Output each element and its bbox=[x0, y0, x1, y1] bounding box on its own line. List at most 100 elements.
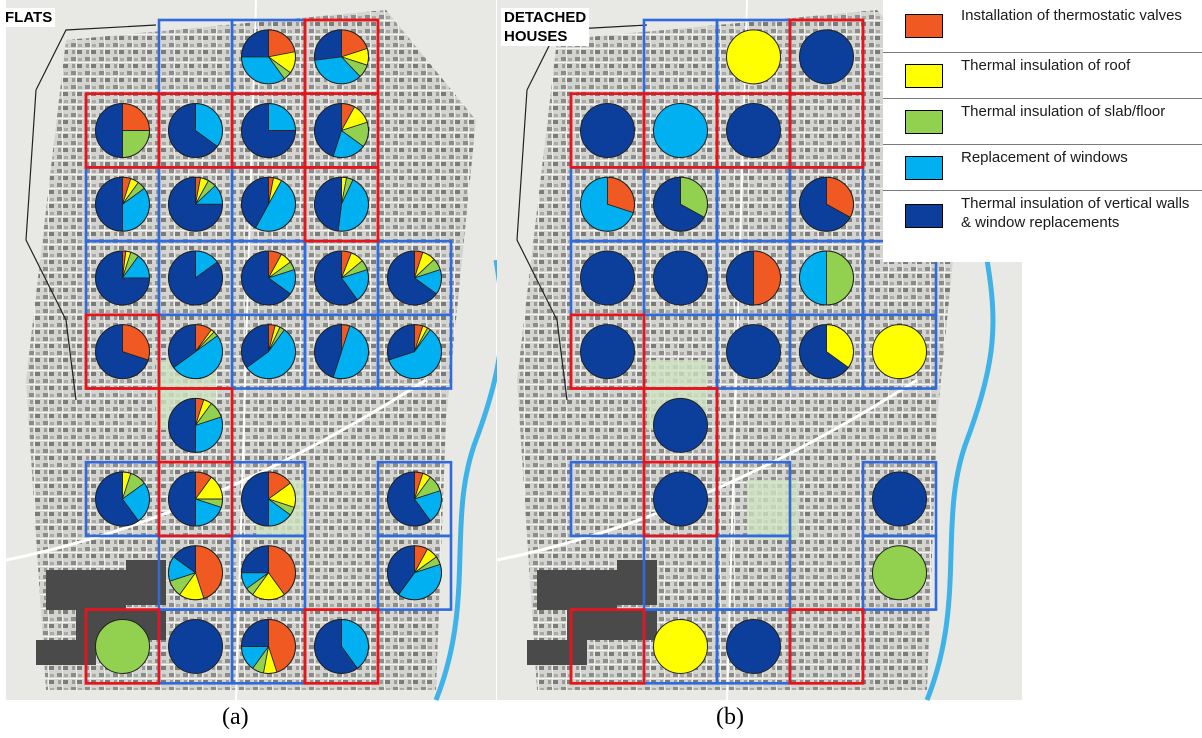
pie-outline bbox=[387, 471, 442, 527]
grid-cell-blue bbox=[861, 313, 938, 390]
pie-chart-flats bbox=[168, 176, 223, 232]
pie-slice-walls bbox=[799, 29, 854, 85]
pie-chart-flats bbox=[387, 471, 442, 527]
pie-chart-flats bbox=[241, 324, 296, 380]
pie-outline bbox=[241, 324, 296, 380]
pie-chart-flats bbox=[314, 618, 369, 674]
industrial-block bbox=[537, 570, 617, 610]
pie-outline bbox=[95, 324, 150, 380]
pie-chart-flats bbox=[168, 545, 223, 601]
legend-swatch bbox=[905, 14, 943, 38]
pie-outline bbox=[241, 618, 296, 674]
pie-chart-flats bbox=[387, 250, 442, 306]
grid-cell-blue bbox=[861, 534, 938, 611]
pie-chart-flats bbox=[95, 176, 150, 232]
pie-outline bbox=[241, 545, 296, 601]
pie-outline bbox=[799, 250, 854, 306]
legend-item-slab-floor: Thermal insulation of slab/floor bbox=[883, 98, 1202, 145]
pie-chart-flats bbox=[168, 250, 223, 306]
pie-slice-walls bbox=[726, 324, 781, 380]
pie-chart-houses bbox=[653, 176, 708, 232]
pie-chart-flats bbox=[168, 397, 223, 453]
pie-outline bbox=[95, 176, 150, 232]
pie-outline bbox=[314, 103, 369, 159]
pie-chart-houses bbox=[580, 176, 635, 232]
pie-outline bbox=[314, 29, 369, 85]
pie-chart-houses bbox=[872, 324, 927, 380]
pie-outline bbox=[314, 324, 369, 380]
legend-swatch bbox=[905, 64, 943, 88]
pie-outline bbox=[241, 250, 296, 306]
pie-chart-houses bbox=[726, 618, 781, 674]
pie-chart-flats bbox=[241, 250, 296, 306]
municipal-boundary bbox=[25, 24, 157, 401]
pie-chart-flats bbox=[314, 324, 369, 380]
pie-chart-houses bbox=[653, 471, 708, 527]
map-panel-flats bbox=[5, 0, 505, 701]
grid-cell-outline-red bbox=[569, 313, 646, 390]
pie-chart-houses bbox=[799, 250, 854, 306]
industrial-block bbox=[567, 610, 657, 640]
pie-chart-flats bbox=[241, 176, 296, 232]
pie-chart-flats bbox=[314, 29, 369, 85]
pie-chart-houses bbox=[726, 324, 781, 380]
pie-chart-houses bbox=[799, 29, 854, 85]
pie-outline bbox=[95, 103, 150, 159]
pie-slice-slab bbox=[872, 545, 927, 601]
pie-outline bbox=[387, 250, 442, 306]
pie-slice-roof bbox=[726, 29, 781, 85]
pie-outline bbox=[314, 176, 369, 232]
legend-item-vertical-walls: Thermal insulation of vertical walls & w… bbox=[883, 190, 1202, 242]
panel-title-detached-houses: DETACHED HOUSES bbox=[501, 8, 590, 46]
pie-chart-houses bbox=[653, 397, 708, 453]
pie-slice-walls bbox=[580, 250, 635, 306]
legend-swatch bbox=[905, 204, 943, 228]
pie-chart-houses bbox=[726, 29, 781, 85]
pie-slice-walls bbox=[580, 103, 635, 159]
pie-outline bbox=[387, 324, 442, 380]
pie-chart-houses bbox=[653, 618, 708, 674]
pie-chart-flats bbox=[241, 618, 296, 674]
pie-chart-flats bbox=[387, 324, 442, 380]
pie-outline bbox=[168, 324, 223, 380]
pie-outline bbox=[95, 471, 150, 527]
grid-cell-outline-red bbox=[84, 313, 161, 390]
pie-outline bbox=[168, 176, 223, 232]
panel-title-line: HOUSES bbox=[504, 28, 568, 45]
pie-outline bbox=[168, 545, 223, 601]
legend-label: Thermal insulation of slab/floor bbox=[961, 103, 1166, 120]
pie-chart-houses bbox=[799, 176, 854, 232]
pie-outline bbox=[95, 250, 150, 306]
panel-title-line: FLATS bbox=[5, 9, 53, 26]
pie-outline bbox=[168, 103, 223, 159]
pie-chart-houses bbox=[872, 545, 927, 601]
pie-outline bbox=[580, 176, 635, 232]
pie-outline bbox=[241, 103, 296, 159]
panel-title-line: DETACHED bbox=[504, 9, 587, 26]
pie-outline bbox=[799, 324, 854, 380]
pie-chart-flats bbox=[95, 103, 150, 159]
pie-slice-walls bbox=[872, 471, 927, 527]
pie-chart-houses bbox=[726, 250, 781, 306]
pie-outline bbox=[799, 176, 854, 232]
pie-chart-houses bbox=[653, 103, 708, 159]
pie-chart-flats bbox=[314, 103, 369, 159]
pie-outline bbox=[241, 471, 296, 527]
pie-slice-walls bbox=[726, 618, 781, 674]
pie-outline bbox=[314, 250, 369, 306]
pie-chart-flats bbox=[168, 471, 223, 527]
grid-cell-outline-red bbox=[569, 608, 646, 685]
grid-cell-outline-red bbox=[303, 166, 380, 243]
pie-chart-flats bbox=[95, 250, 150, 306]
legend-label: Thermal insulation of roof bbox=[961, 57, 1131, 74]
pie-chart-houses bbox=[653, 250, 708, 306]
pie-chart-houses bbox=[580, 324, 635, 380]
grid-cell-outline-red bbox=[788, 92, 865, 169]
legend-item-thermostatic-valves: Installation of thermostatic valves bbox=[883, 0, 1202, 53]
pie-slice-walls bbox=[653, 397, 708, 453]
pie-slice-windows bbox=[653, 103, 708, 159]
pie-chart-flats bbox=[241, 103, 296, 159]
pie-outline bbox=[314, 618, 369, 674]
pie-outline bbox=[653, 176, 708, 232]
pie-slice-slab bbox=[95, 618, 150, 674]
